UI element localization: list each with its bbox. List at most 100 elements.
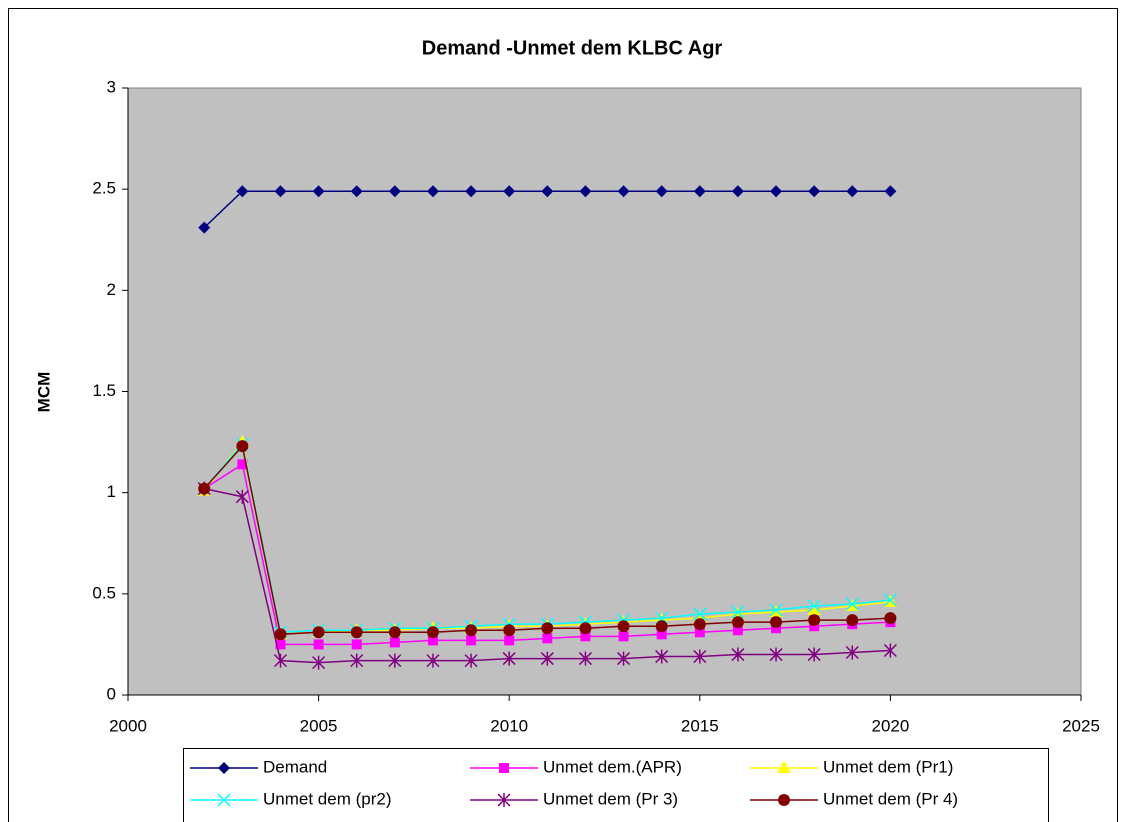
- marker: [656, 629, 667, 640]
- x-tick-label: 2000: [109, 716, 147, 735]
- marker: [883, 593, 897, 607]
- marker: [504, 635, 515, 646]
- marker: [497, 793, 511, 807]
- marker: [274, 628, 287, 641]
- legend-label: Unmet dem (Pr 3): [543, 789, 678, 808]
- marker: [580, 631, 591, 642]
- chart-title: Demand -Unmet dem KLBC Agr: [422, 37, 723, 59]
- marker: [731, 616, 744, 629]
- y-tick-label: 3: [107, 77, 116, 96]
- marker: [426, 653, 440, 668]
- marker: [770, 185, 783, 198]
- marker: [350, 626, 363, 639]
- marker: [731, 605, 745, 619]
- marker: [808, 185, 821, 198]
- marker: [312, 185, 325, 198]
- marker: [617, 620, 630, 633]
- marker: [655, 185, 668, 198]
- marker: [237, 459, 248, 470]
- legend-label: Demand: [263, 757, 327, 776]
- marker: [883, 643, 897, 658]
- x-tick-label: 2020: [871, 716, 909, 735]
- marker: [807, 603, 822, 616]
- legend-label: Unmet dem (pr2): [263, 789, 391, 808]
- marker: [350, 185, 363, 198]
- marker: [236, 440, 249, 453]
- y-tick-label: 0: [107, 684, 116, 703]
- legend-label: Unmet dem.(APR): [543, 757, 682, 776]
- marker: [275, 639, 286, 650]
- marker: [389, 637, 400, 648]
- marker: [503, 185, 516, 198]
- marker: [388, 653, 402, 668]
- marker: [807, 599, 821, 613]
- marker: [502, 651, 516, 666]
- marker: [235, 489, 249, 504]
- legend-label: Unmet dem (Pr 4): [823, 789, 958, 808]
- marker: [273, 653, 288, 668]
- marker: [778, 794, 790, 806]
- marker: [274, 185, 287, 198]
- marker: [655, 620, 668, 633]
- y-tick-label: 1: [107, 482, 116, 501]
- marker: [809, 621, 820, 632]
- marker: [218, 762, 230, 774]
- marker: [540, 651, 554, 666]
- marker: [312, 655, 326, 670]
- marker: [465, 624, 478, 637]
- marker: [731, 647, 745, 662]
- marker: [578, 651, 592, 666]
- marker: [579, 622, 592, 635]
- marker: [693, 618, 706, 631]
- marker: [499, 763, 509, 773]
- marker: [846, 185, 859, 198]
- marker: [617, 651, 631, 666]
- marker: [236, 185, 249, 198]
- marker: [427, 635, 438, 646]
- marker: [807, 647, 821, 662]
- marker: [769, 603, 783, 617]
- marker: [845, 645, 859, 660]
- marker: [426, 185, 439, 198]
- marker: [426, 626, 439, 639]
- y-tick-label: 0.5: [92, 583, 116, 602]
- marker: [770, 616, 783, 629]
- plot-area: [127, 87, 1082, 696]
- marker: [845, 597, 859, 611]
- marker: [351, 639, 362, 650]
- marker: [693, 185, 706, 198]
- marker: [388, 185, 401, 198]
- marker: [846, 614, 859, 627]
- marker: [655, 649, 669, 664]
- marker: [466, 635, 477, 646]
- marker: [777, 761, 791, 773]
- marker: [693, 607, 707, 621]
- x-tick-label: 2010: [490, 716, 528, 735]
- marker: [217, 793, 231, 807]
- y-tick-label: 2: [107, 280, 116, 299]
- marker: [693, 649, 707, 664]
- marker: [542, 633, 553, 644]
- marker: [884, 612, 897, 625]
- marker: [732, 625, 743, 636]
- x-tick-label: 2025: [1062, 716, 1100, 735]
- marker: [465, 185, 478, 198]
- marker: [312, 626, 325, 639]
- marker: [350, 653, 364, 668]
- x-tick-label: 2015: [681, 716, 719, 735]
- marker: [731, 185, 744, 198]
- y-tick-label: 1.5: [92, 381, 116, 400]
- legend: [183, 748, 1049, 822]
- marker: [884, 185, 897, 198]
- marker: [694, 627, 705, 638]
- marker: [771, 623, 782, 634]
- marker: [808, 614, 821, 627]
- marker: [198, 221, 211, 234]
- marker: [618, 631, 629, 642]
- marker: [541, 185, 554, 198]
- marker: [579, 185, 592, 198]
- marker: [464, 653, 478, 668]
- marker: [313, 639, 324, 650]
- y-axis-label: MCM: [34, 372, 53, 413]
